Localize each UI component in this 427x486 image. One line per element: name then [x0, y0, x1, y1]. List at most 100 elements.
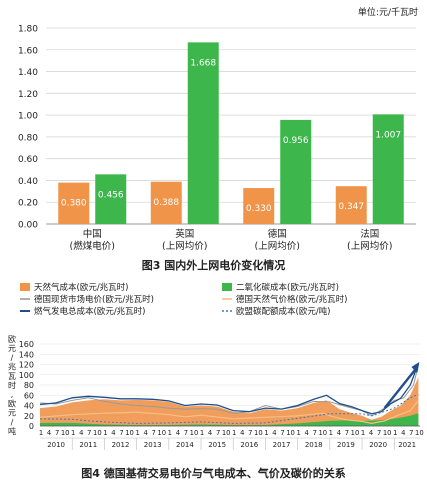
category-sublabel: (上网均价) — [347, 240, 392, 250]
month-tick-label: 7 — [377, 429, 381, 437]
y-tick-label: 1.80 — [18, 25, 38, 35]
figure4-caption: 图4 德国基荷交易电价与气电成本、气价及碳价的关系 — [81, 467, 346, 480]
month-tick-label: 1 — [71, 429, 75, 437]
category-sublabel: (燃煤电价) — [70, 240, 115, 250]
year-label: 2020 — [369, 441, 387, 449]
month-tick-label: 1 — [168, 429, 172, 437]
y-tick-label: 20 — [24, 412, 34, 421]
trend-arrow-head — [411, 361, 420, 373]
month-tick-label: 7 — [55, 429, 59, 437]
legend-label: 德国天然气价格(欧元/兆瓦时) — [236, 294, 348, 305]
month-tick-label: 1 — [200, 429, 204, 437]
year-label: 2021 — [398, 441, 416, 449]
bar-value-label: 1.668 — [190, 58, 216, 68]
month-tick-label: 10 — [61, 429, 70, 437]
category-sublabel: (上网均价) — [162, 240, 207, 250]
month-tick-label: 4 — [176, 429, 180, 437]
y-tick-label: 0.00 — [18, 221, 38, 231]
month-tick-label: 10 — [190, 429, 199, 437]
bar-value-label: 0.380 — [61, 199, 87, 209]
category-label: 英国 — [175, 228, 194, 240]
legend-label: 燃气发电总成本(欧元/兆瓦时) — [34, 306, 146, 317]
year-label: 2019 — [337, 441, 355, 449]
month-tick-label: 10 — [383, 429, 392, 437]
month-tick-label: 7 — [280, 429, 284, 437]
y-tick-label: 80 — [24, 381, 34, 390]
month-tick-label: 7 — [152, 429, 156, 437]
year-label: 2016 — [240, 441, 258, 449]
y-tick-label: 140 — [19, 350, 34, 359]
y-tick-label: 40 — [24, 402, 34, 411]
month-tick-label: 4 — [79, 429, 83, 437]
month-tick-label: 10 — [157, 429, 166, 437]
y-tick-label: 120 — [19, 361, 34, 370]
month-tick-label: 7 — [216, 429, 220, 437]
month-tick-label: 1 — [296, 429, 300, 437]
y-axis-label-char: 兆 — [8, 362, 16, 372]
month-tick-label: 10 — [351, 429, 360, 437]
bar-value-label: 0.347 — [338, 202, 364, 212]
month-tick-label: 4 — [208, 429, 212, 437]
y-axis-label-char: 吨 — [8, 426, 16, 436]
month-tick-label: 1 — [361, 429, 365, 437]
month-tick-label: 10 — [286, 429, 295, 437]
bar-value-label: 1.007 — [375, 130, 401, 140]
unit-label: 单位:元/千瓦时 — [358, 6, 418, 18]
y-tick-label: 160 — [19, 340, 34, 349]
month-tick-label: 1 — [103, 429, 107, 437]
year-label: 2015 — [208, 441, 226, 449]
year-label: 2011 — [79, 441, 97, 449]
month-tick-label: 4 — [337, 429, 341, 437]
month-tick-label: 7 — [409, 429, 413, 437]
bar — [372, 114, 404, 224]
bar — [150, 181, 182, 224]
month-tick-label: 4 — [369, 429, 373, 437]
y-tick-label: 1.00 — [18, 112, 38, 122]
y-axis-label-char: / — [11, 353, 14, 362]
figure3-caption: 图3 国内外上网电价变化情况 — [141, 259, 286, 272]
month-tick-label: 7 — [248, 429, 252, 437]
month-tick-label: 10 — [254, 429, 263, 437]
bar-value-label: 0.456 — [98, 190, 124, 200]
co2-cost-area — [40, 413, 419, 426]
y-tick-label: 60 — [24, 391, 34, 400]
gas-price-line — [39, 400, 419, 425]
legend-label: 二氧化碳成本(欧元/兆瓦时) — [236, 282, 339, 293]
bar — [280, 119, 312, 224]
month-tick-label: 10 — [415, 429, 424, 437]
month-tick-label: 10 — [93, 429, 102, 437]
category-sublabel: (上网均价) — [255, 240, 300, 250]
month-tick-label: 1 — [232, 429, 236, 437]
y-axis-label-char: 元 — [8, 344, 16, 353]
month-tick-label: 4 — [401, 429, 405, 437]
month-tick-label: 4 — [47, 429, 51, 437]
y-axis-label-char: 元 — [8, 409, 16, 418]
y-axis-label-char: 时 — [8, 380, 16, 390]
y-tick-label: 0.80 — [18, 133, 38, 143]
y-axis-label-char: , — [11, 390, 14, 399]
month-tick-label: 1 — [393, 429, 397, 437]
bar-chart-grid-prices: 单位:元/千瓦时 0.00 0.20 0.40 0.60 0.80 1.00 1.20 1.4… — [18, 6, 418, 250]
month-tick-label: 4 — [305, 429, 309, 437]
month-tick-label: 4 — [272, 429, 276, 437]
bar-value-label: 0.330 — [246, 204, 272, 214]
bar — [335, 186, 367, 224]
y-tick-label: 1.40 — [18, 68, 38, 78]
category-label: 法国 — [360, 228, 379, 240]
year-label: 2017 — [273, 441, 291, 449]
month-tick-label: 7 — [87, 429, 91, 437]
year-label: 2010 — [47, 441, 65, 449]
legend-swatch — [222, 283, 232, 291]
legend-label: 德国现货市场电价(欧元/兆瓦时) — [34, 294, 154, 305]
y-tick-label: 1.20 — [18, 90, 38, 100]
bar — [187, 42, 219, 224]
month-tick-label: 4 — [111, 429, 115, 437]
month-tick-label: 10 — [222, 429, 231, 437]
bar — [243, 188, 275, 224]
bar-value-label: 0.956 — [283, 136, 309, 146]
legend-swatch — [20, 283, 30, 291]
month-tick-label: 7 — [313, 429, 317, 437]
y-tick-label: 100 — [19, 371, 34, 380]
y-tick-label: 0 — [29, 422, 34, 431]
bar — [58, 182, 90, 224]
